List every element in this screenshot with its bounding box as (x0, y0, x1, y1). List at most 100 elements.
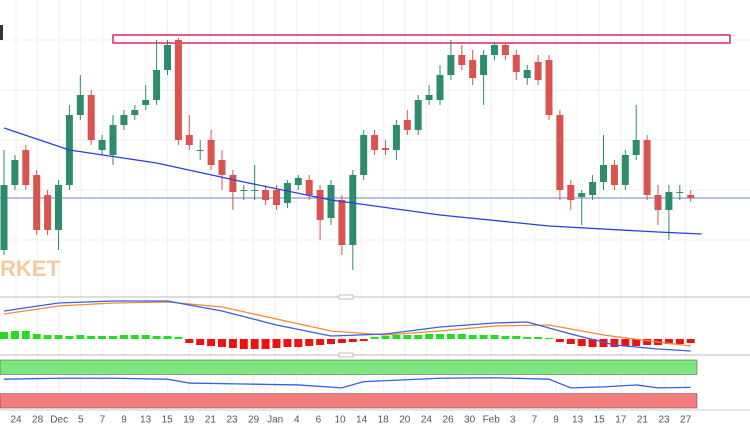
candle-body (240, 190, 248, 191)
macd-bar (174, 337, 183, 339)
candle-body (196, 150, 204, 151)
candle-body (360, 135, 368, 175)
candle-body (523, 70, 531, 78)
macd-bar (261, 339, 270, 349)
macd-bar (392, 335, 401, 339)
candle-body (164, 45, 171, 70)
x-tick-label: Dec (50, 415, 68, 426)
candle-body (436, 75, 444, 100)
candle-body (294, 178, 302, 185)
x-tick-label: 20 (399, 415, 411, 426)
candle-body (327, 185, 335, 218)
panel-handle[interactable] (338, 294, 354, 300)
macd-line (3, 300, 691, 352)
macd-bar (534, 337, 543, 339)
rsi-zone (0, 393, 698, 409)
x-tick-label: 24 (421, 415, 433, 426)
x-tick-label: 28 (32, 415, 44, 426)
macd-bar (675, 339, 684, 344)
macd-bar (337, 339, 346, 343)
macd-bar (294, 339, 303, 347)
candle-body (316, 190, 324, 220)
x-tick-label: 26 (442, 415, 454, 426)
macd-bar (621, 339, 630, 346)
macd-bar (479, 335, 488, 339)
candle-body (643, 140, 651, 195)
macd-bar (54, 335, 63, 339)
macd-bar (76, 335, 85, 339)
candle-body (251, 190, 259, 191)
candle-body (11, 160, 19, 185)
candle-body (207, 140, 215, 165)
panel-handle[interactable] (338, 352, 354, 358)
candle-body (480, 55, 488, 75)
macd-bar (196, 339, 205, 345)
candle-body (567, 185, 575, 200)
candle-body (534, 62, 542, 80)
macd-bar (163, 336, 172, 339)
candle-body (76, 95, 84, 115)
x-tick-label: 10 (334, 415, 346, 426)
candle-body (33, 175, 41, 230)
macd-bar (32, 334, 41, 339)
macd-bar (545, 338, 553, 339)
macd-bar (250, 339, 259, 349)
x-tick-label: 21 (637, 415, 649, 426)
x-tick-label: 9 (121, 415, 127, 426)
candle-body (610, 165, 618, 185)
candle-body (305, 180, 313, 195)
candle-body (589, 182, 597, 195)
x-tick-label: 3 (510, 415, 516, 426)
x-tick-label: 15 (162, 415, 174, 426)
macd-bar (381, 336, 390, 339)
macd-bar (403, 335, 412, 339)
x-tick-label: 27 (680, 415, 692, 426)
candle-body (676, 192, 684, 193)
macd-bar (512, 336, 521, 339)
macd-bar (327, 339, 335, 344)
candle-body (501, 45, 509, 55)
candle-body (382, 148, 389, 150)
signal-line (3, 301, 691, 347)
candle-body (229, 175, 237, 192)
macd-bar (501, 336, 510, 339)
candle-body (632, 140, 640, 155)
candle-body (414, 100, 422, 130)
candle-body (185, 135, 193, 145)
macd-bar (457, 334, 466, 339)
macd-bar (359, 339, 368, 341)
macd-bar (468, 335, 477, 339)
macd-bar (141, 335, 150, 339)
macd-bar (490, 335, 499, 339)
candle-body (654, 195, 662, 210)
x-tick-label: 14 (356, 415, 368, 426)
label-tab (0, 25, 3, 40)
macd-bar (98, 336, 107, 339)
x-tick-label: 23 (226, 415, 238, 426)
macd-bar (566, 339, 575, 344)
x-tick-label: 5 (78, 415, 84, 426)
macd-bar (523, 337, 532, 339)
x-tick-label: 21 (205, 415, 217, 426)
candle-body (273, 190, 280, 205)
macd-bar (436, 334, 444, 339)
macd-bar (0, 332, 8, 339)
x-tick-label: 18 (378, 415, 390, 426)
macd-bar (632, 339, 641, 346)
x-tick-label: 9 (553, 415, 559, 426)
x-tick-label: 29 (248, 415, 260, 426)
macd-bar (588, 339, 597, 347)
x-tick-label: 13 (140, 415, 152, 426)
macd-bar (610, 339, 619, 347)
macd-bar (10, 331, 19, 339)
rsi-zone (0, 359, 698, 375)
macd-bar (643, 339, 652, 345)
candle-body (469, 60, 477, 78)
macd-bar (446, 334, 455, 339)
x-tick-label: 7 (532, 415, 538, 426)
macd-bar (65, 336, 74, 339)
candle-body (665, 192, 673, 210)
candle-body (349, 175, 357, 245)
